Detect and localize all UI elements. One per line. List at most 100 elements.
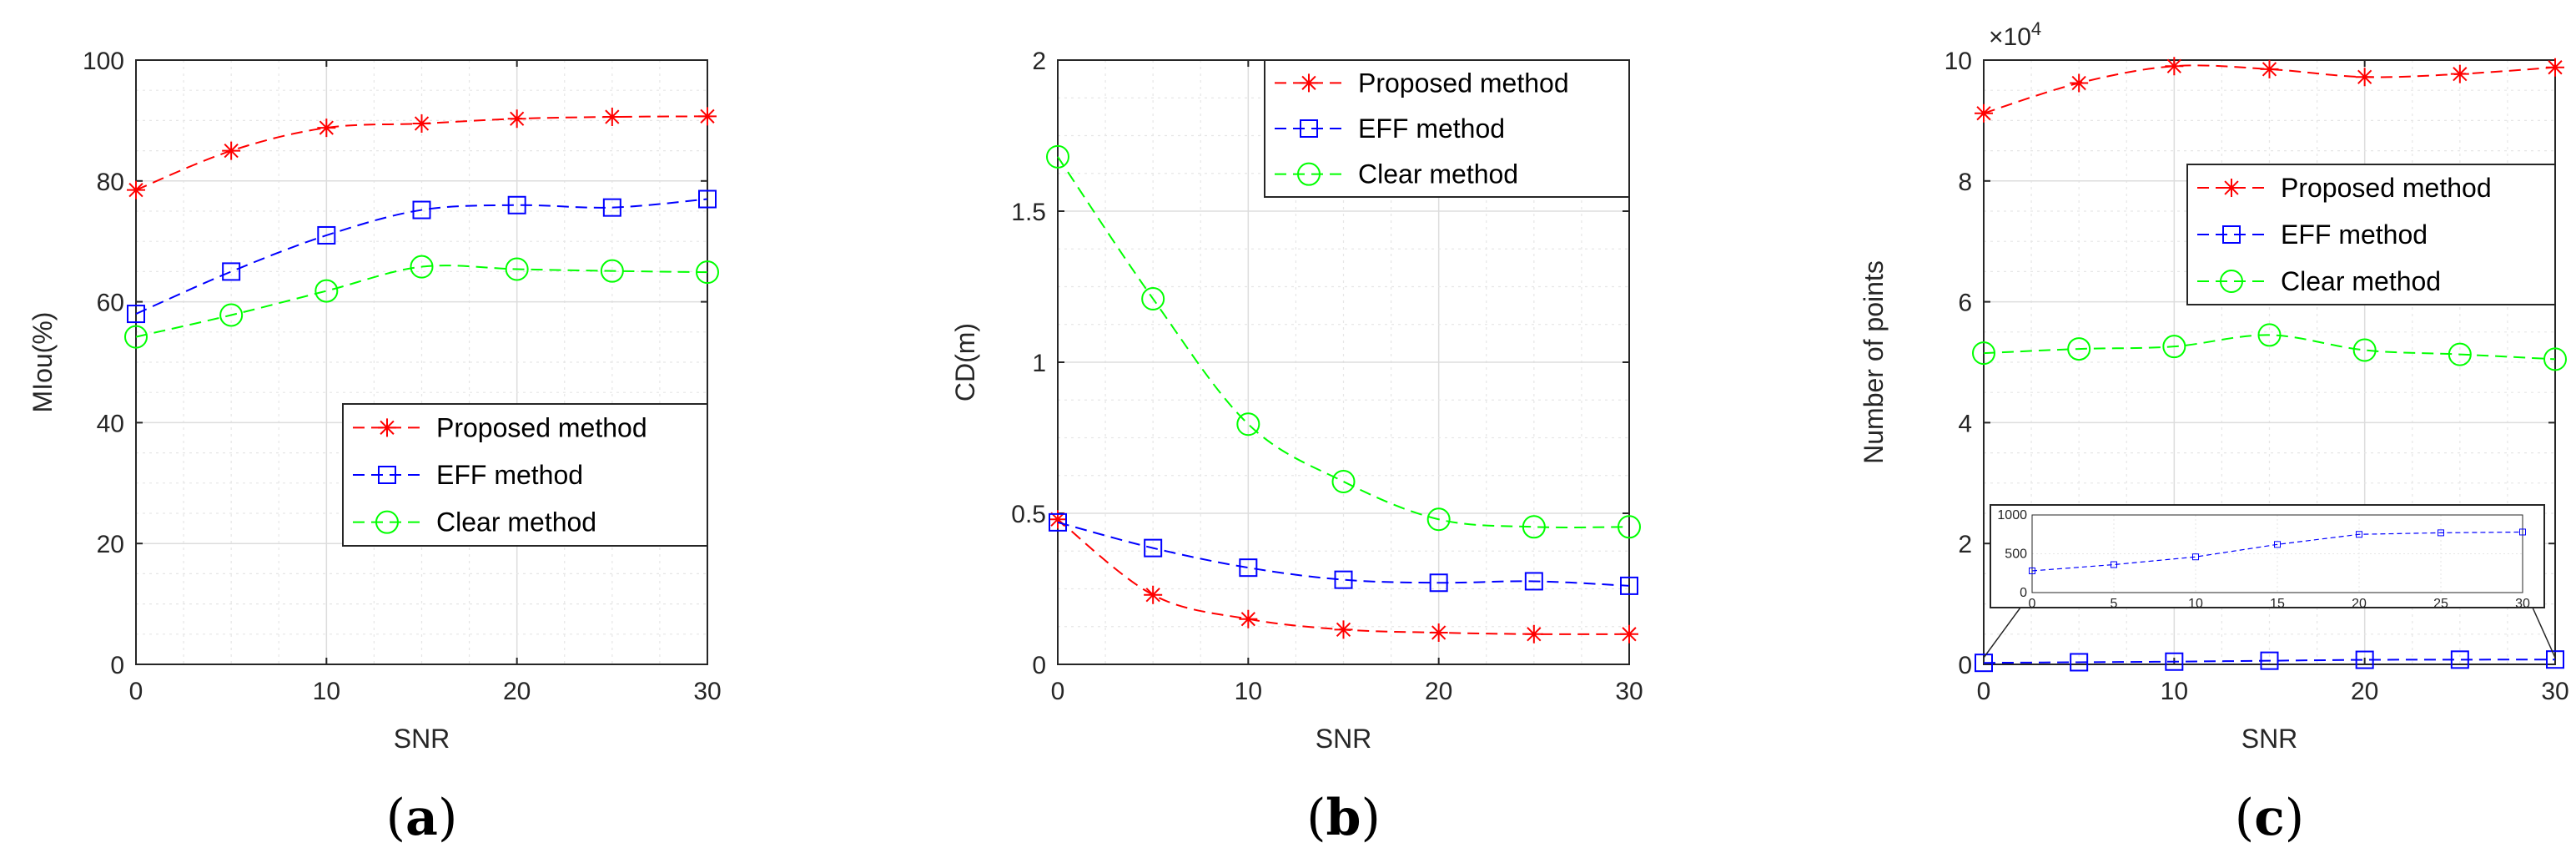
inset-data-point — [2192, 553, 2199, 561]
data-point-square — [378, 466, 396, 484]
x-tick-label: 10 — [1235, 678, 1262, 705]
data-point-asterisk — [1334, 620, 1353, 639]
axes-box — [135, 59, 708, 665]
data-point-circle — [1972, 341, 1995, 366]
y-axis-label: CD(m) — [950, 323, 980, 401]
legend-label: Clear method — [1358, 159, 1518, 189]
chart-panel-c: 0 10 20 30 0 2 4 6 8 10 ×104 SNR Number of points Pro… — [1859, 18, 2569, 847]
series-proposed-method — [127, 107, 717, 199]
data-point-square — [1620, 576, 1638, 595]
y-tick-label: 80 — [97, 169, 124, 196]
legend-entry: EFF method — [353, 460, 583, 490]
y-tick-label: 8 — [1958, 169, 1972, 196]
y-tick-label: 1 — [1032, 350, 1046, 377]
data-point-square — [1300, 119, 1318, 138]
x-axis-label: SNR — [2241, 724, 2298, 754]
inset-x-tick-label: 10 — [2188, 597, 2203, 611]
data-point-asterisk — [507, 109, 526, 129]
data-point-square — [2546, 650, 2564, 669]
y-axis-label: MIou(%) — [28, 312, 58, 413]
chart-panel-b: 0 10 20 30 0 0.5 1 1.5 2 SNR CD(m) Proposed method E… — [950, 48, 1643, 847]
data-point-asterisk — [412, 114, 431, 134]
data-point-circle — [505, 257, 529, 281]
inset-y-tick-label: 0 — [2020, 586, 2027, 600]
x-tick-label: 10 — [313, 678, 340, 705]
y-tick-label: 1.5 — [1011, 199, 1046, 226]
inset-x-tick-label: 0 — [2029, 597, 2036, 611]
data-point-circle — [2543, 347, 2567, 371]
inset-x-tick-label: 25 — [2433, 597, 2448, 611]
y-tick-label: 4 — [1958, 410, 1972, 437]
data-point-asterisk — [2260, 59, 2279, 78]
data-point-square — [2222, 225, 2241, 244]
inset-data-point — [2029, 567, 2035, 574]
x-axis-label: SNR — [394, 724, 450, 754]
grid — [135, 59, 708, 665]
data-point-asterisk — [317, 119, 336, 138]
y-tick-label: 40 — [97, 410, 124, 437]
data-point-square — [698, 189, 717, 209]
data-point-square — [507, 195, 526, 214]
y-tick-label: 0.5 — [1011, 501, 1046, 528]
data-point-asterisk — [1429, 623, 1448, 642]
data-point-circle — [1426, 507, 1451, 532]
legend-label: Clear method — [436, 507, 596, 537]
data-point-circle — [2257, 323, 2282, 347]
data-point-asterisk — [222, 141, 241, 160]
inset-data-point — [2111, 561, 2117, 568]
data-point-square — [1429, 573, 1448, 593]
y-tick-label: 0 — [110, 652, 124, 679]
data-point-circle — [2448, 342, 2472, 366]
x-tick-label: 0 — [1051, 678, 1065, 705]
data-point-circle — [375, 510, 399, 534]
data-point-circle — [1522, 515, 1546, 539]
data-point-square — [1239, 558, 1258, 578]
x-tick-label: 30 — [693, 678, 721, 705]
x-tick-label: 30 — [2541, 678, 2568, 705]
data-point-asterisk — [2450, 64, 2469, 83]
series-eff-method — [1975, 650, 2564, 673]
data-point-square — [127, 305, 145, 324]
legend-label: EFF method — [2281, 220, 2428, 250]
x-tick-label: 20 — [1425, 678, 1452, 705]
legend-box — [342, 403, 708, 547]
data-point-square — [1524, 572, 1543, 591]
legend-entry: Proposed method — [353, 412, 647, 442]
data-point-circle — [124, 325, 148, 349]
data-point-circle — [2162, 335, 2186, 359]
inset-axes-box — [2031, 514, 2523, 593]
y-tick-label: 20 — [97, 531, 124, 558]
data-point-asterisk — [1300, 73, 1318, 93]
data-point-circle — [696, 260, 719, 285]
data-point-asterisk — [2546, 58, 2564, 77]
series-eff-method — [1049, 512, 1638, 595]
inset-frame — [1990, 504, 2545, 608]
legend-label: Proposed method — [2281, 173, 2492, 203]
series-line — [1057, 521, 1630, 587]
data-point-square — [317, 225, 336, 245]
legend-entry: Clear method — [353, 507, 596, 537]
chart-panel-a: 0 10 20 30 0 20 40 60 80 100 SNR MIou(%) Proposed me… — [28, 48, 722, 847]
y-tick-label: 6 — [1958, 290, 1972, 317]
data-point-square — [2070, 653, 2089, 672]
x-axis-label: SNR — [1316, 724, 1372, 754]
legend-entry: Clear method — [2197, 266, 2441, 296]
data-point-asterisk — [1239, 609, 1258, 628]
legend: Proposed method EFF method Clear method — [1264, 59, 1630, 198]
y-axis-label: Number of points — [1859, 260, 1889, 464]
data-point-circle — [1046, 144, 1069, 169]
subfigure-label: (a) — [386, 789, 458, 847]
inset-x-tick-label: 30 — [2515, 597, 2530, 611]
inset-y-tick-label: 1000 — [1997, 508, 2027, 522]
data-point-asterisk — [2165, 57, 2184, 76]
data-point-square — [1049, 512, 1067, 532]
data-point-asterisk — [602, 108, 621, 127]
series-proposed-method — [1975, 57, 2564, 123]
data-point-square — [2355, 650, 2374, 669]
series-line — [1057, 156, 1630, 528]
legend-label: Proposed method — [436, 412, 647, 442]
data-point-circle — [1297, 162, 1321, 186]
series-clear-method — [1972, 323, 2567, 371]
inset-plot: 0 5 10 15 20 25 30 0 500 1000 — [1983, 504, 2556, 659]
